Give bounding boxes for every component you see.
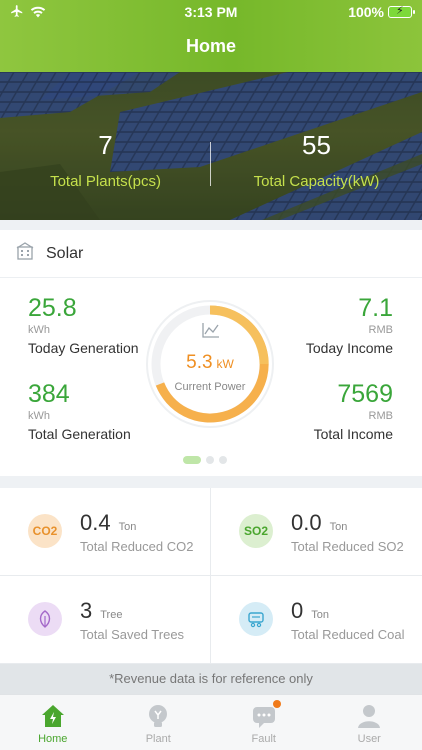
battery-icon: ⚡ <box>388 5 415 18</box>
total-capacity-value: 55 <box>302 130 331 160</box>
so2-label: Total Reduced SO2 <box>291 539 404 554</box>
current-power-value: 5.3 <box>186 352 213 373</box>
tab-user-label: User <box>357 733 381 745</box>
total-generation: 384 kWh Total Generation <box>28 380 131 442</box>
building-icon <box>16 242 34 265</box>
total-capacity-label: Total Capacity(kW) <box>253 173 380 190</box>
so2-icon: SO2 <box>239 514 273 548</box>
today-income-label: Today Income <box>305 340 393 356</box>
tab-bar: Home Plant Fault User <box>0 694 422 750</box>
notification-badge <box>272 700 281 708</box>
user-icon <box>356 703 382 729</box>
total-income-value: 7569 <box>337 380 393 408</box>
tab-fault[interactable]: Fault <box>211 695 317 750</box>
battery-percent: 100% <box>348 4 384 20</box>
total-plants-value: 7 <box>98 130 113 160</box>
total-generation-label: Total Generation <box>28 426 131 442</box>
today-income-unit: RMB <box>368 324 393 336</box>
trees-value: 3 <box>80 598 93 623</box>
tab-plant-label: Plant <box>145 733 171 745</box>
total-generation-value: 384 <box>28 380 70 408</box>
current-power-unit: kW <box>216 357 234 371</box>
revenue-disclaimer: *Revenue data is for reference only <box>0 664 422 694</box>
co2-unit: Ton <box>118 521 137 533</box>
tab-home-label: Home <box>38 733 68 745</box>
co2-label: Total Reduced CO2 <box>80 539 194 554</box>
trees-unit: Tree <box>100 609 123 621</box>
page-dot-2[interactable] <box>206 456 214 464</box>
total-capacity-stat: 55 Total Capacity(kW) <box>211 130 422 190</box>
total-income: 7569 RMB Total Income <box>314 380 393 442</box>
total-income-unit: RMB <box>368 410 393 422</box>
today-income-value: 7.1 <box>358 294 393 322</box>
home-icon <box>40 703 66 729</box>
so2-unit: Ton <box>329 521 348 533</box>
total-plants-stat: 7 Total Plants(pcs) <box>0 130 211 190</box>
page-dot-1[interactable] <box>183 456 201 464</box>
co2-tile: CO2 0.4 Ton Total Reduced CO2 <box>0 488 211 576</box>
coal-cart-icon <box>239 602 273 636</box>
current-power-gauge <box>146 300 274 428</box>
solar-title: Solar <box>46 244 84 262</box>
so2-tile: SO2 0.0 Ton Total Reduced SO2 <box>211 488 422 576</box>
trees-label: Total Saved Trees <box>80 627 185 642</box>
today-income: 7.1 RMB Today Income <box>306 294 393 356</box>
leaf-icon <box>28 602 62 636</box>
solar-card[interactable]: Solar 25.8 kWh Today Generation 7.1 RMB … <box>0 230 422 476</box>
status-time: 3:13 PM <box>184 4 238 20</box>
status-bar: 3:13 PM 100% ⚡ <box>0 0 422 24</box>
coal-value: 0 <box>291 598 304 623</box>
lightbulb-icon <box>145 703 171 729</box>
today-generation-label: Today Generation <box>28 340 139 356</box>
wifi-icon <box>30 5 46 21</box>
today-generation-value: 25.8 <box>28 294 77 322</box>
today-generation: 25.8 kWh Today Generation <box>28 294 139 356</box>
total-income-label: Total Income <box>313 426 393 442</box>
today-generation-unit: kWh <box>28 324 50 336</box>
tab-user[interactable]: User <box>317 695 422 750</box>
coal-unit: Ton <box>311 609 329 621</box>
trend-chart-icon <box>202 323 219 338</box>
current-power-readout: 5.3 kW Current Power <box>144 298 276 393</box>
message-icon <box>251 700 281 729</box>
stat-divider <box>210 142 211 186</box>
tab-fault-label: Fault <box>251 733 276 745</box>
page-indicator[interactable] <box>183 456 227 464</box>
plant-summary-banner: 7 Total Plants(pcs) 55 Total Capacity(kW… <box>0 72 422 220</box>
solar-header: Solar <box>0 230 422 278</box>
page-dot-3[interactable] <box>219 456 227 464</box>
co2-icon: CO2 <box>28 514 62 548</box>
current-power-label: Current Power <box>174 381 246 393</box>
trees-tile: 3 Tree Total Saved Trees <box>0 576 211 664</box>
so2-value: 0.0 <box>291 510 322 535</box>
coal-tile: 0 Ton Total Reduced Coal <box>211 576 422 664</box>
page-title: Home <box>185 36 236 56</box>
co2-value: 0.4 <box>80 510 111 535</box>
total-plants-label: Total Plants(pcs) <box>50 173 161 190</box>
app-header: 3:13 PM 100% ⚡ Home <box>0 0 422 72</box>
tab-home[interactable]: Home <box>0 695 106 750</box>
coal-label: Total Reduced Coal <box>291 627 405 642</box>
solar-panels-image <box>0 72 422 220</box>
tab-plant[interactable]: Plant <box>106 695 212 750</box>
environment-benefits: CO2 0.4 Ton Total Reduced CO2 SO2 0.0 To… <box>0 488 422 664</box>
airplane-icon <box>10 4 24 21</box>
total-generation-unit: kWh <box>28 410 50 422</box>
